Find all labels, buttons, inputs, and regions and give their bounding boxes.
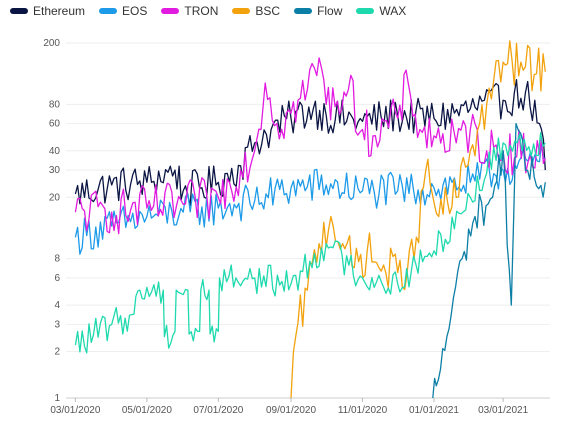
legend-item-flow[interactable]: Flow <box>294 4 342 18</box>
y-tick-label: 3 <box>54 319 60 330</box>
legend-item-wax[interactable]: WAX <box>356 4 406 18</box>
series-layer <box>74 40 546 399</box>
legend-item-tron[interactable]: TRON <box>161 4 218 18</box>
x-tick-label: 05/01/2020 <box>122 405 172 416</box>
series-line-tron <box>74 57 546 235</box>
y-axis: 1 2 3 4 6 8 20 30 40 60 80 200 <box>43 38 60 404</box>
legend-label-eos: EOS <box>122 4 148 18</box>
x-tick-label: 11/01/2020 <box>338 405 388 416</box>
legend-item-eos[interactable]: EOS <box>99 4 147 18</box>
legend-label-wax: WAX <box>379 4 407 18</box>
y-tick-label: 60 <box>49 119 61 130</box>
x-axis: 03/01/2020 05/01/2020 07/01/2020 09/01/2020… <box>50 397 550 416</box>
legend-swatch-ethereum <box>10 8 28 14</box>
legend-item-ethereum[interactable]: Ethereum <box>10 4 85 18</box>
legend-swatch-eos <box>99 8 118 14</box>
legend-swatch-flow <box>294 8 313 14</box>
chart-legend: Ethereum EOS TRON BSC Flow WAX <box>10 3 420 19</box>
legend-label-bsc: BSC <box>255 4 281 18</box>
y-tick-label: 30 <box>49 165 61 176</box>
series-line-bsc <box>290 40 546 399</box>
y-tick-label: 4 <box>54 300 60 311</box>
legend-label-flow: Flow <box>317 4 343 18</box>
legend-label-ethereum: Ethereum <box>33 4 86 18</box>
x-tick-label: 09/01/2020 <box>266 405 316 416</box>
x-tick-label: 01/01/2021 <box>409 405 459 416</box>
y-tick-label: 20 <box>49 192 61 203</box>
y-tick-label: 2 <box>54 347 60 358</box>
y-tick-label: 200 <box>43 38 60 49</box>
series-line-flow <box>432 122 546 399</box>
series-line-ethereum <box>74 79 546 206</box>
x-tick-label: 03/01/2020 <box>50 405 100 416</box>
y-tick-label: 6 <box>54 273 60 284</box>
series-line-eos <box>74 143 546 255</box>
legend-label-tron: TRON <box>184 4 219 18</box>
series-line-wax <box>74 132 546 354</box>
x-tick-label: 03/01/2021 <box>478 405 528 416</box>
y-tick-label: 40 <box>49 146 61 157</box>
y-tick-label: 8 <box>54 254 60 265</box>
legend-swatch-wax <box>356 8 375 14</box>
y-tick-label: 80 <box>49 99 61 110</box>
legend-swatch-bsc <box>232 8 251 14</box>
legend-item-bsc[interactable]: BSC <box>232 4 280 18</box>
legend-swatch-tron <box>161 8 180 14</box>
y-tick-label: 1 <box>54 393 60 404</box>
x-tick-label: 07/01/2020 <box>193 405 243 416</box>
